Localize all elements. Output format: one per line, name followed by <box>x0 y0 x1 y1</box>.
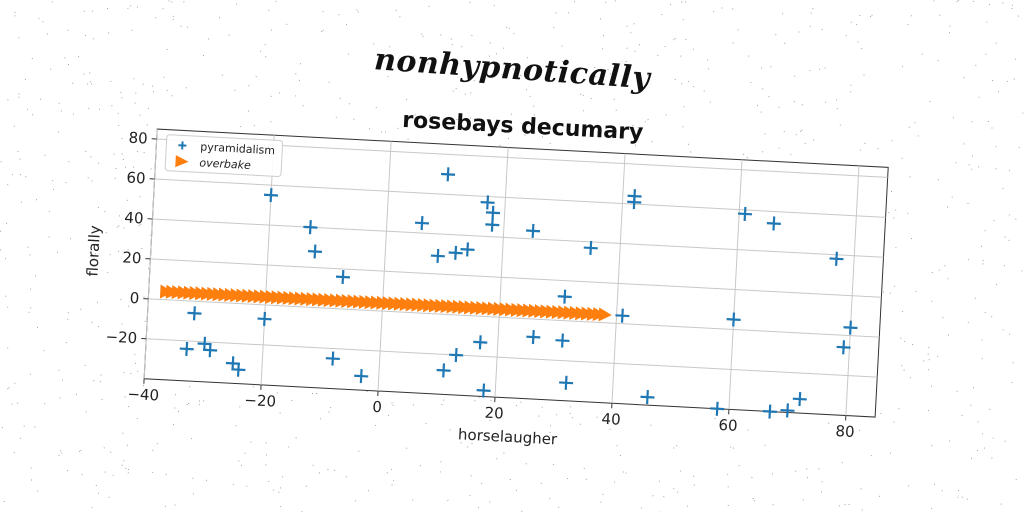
data-point-pyramidalism <box>640 390 655 405</box>
data-point-pyramidalism <box>263 188 279 203</box>
data-point-pyramidalism <box>303 220 318 235</box>
data-point-pyramidalism <box>485 217 500 232</box>
series-pyramidalism <box>179 167 858 419</box>
data-point-pyramidalism <box>710 401 725 416</box>
grid-line-x <box>143 129 158 379</box>
data-point-pyramidalism <box>485 205 500 220</box>
data-point-pyramidalism <box>430 248 445 263</box>
data-point-pyramidalism <box>225 356 240 371</box>
data-point-pyramidalism <box>325 351 340 366</box>
grid-line-y <box>148 298 880 338</box>
grid-line-x <box>611 153 626 404</box>
legend-marker-pyramidalism <box>178 141 187 150</box>
x-tick-label: 60 <box>718 416 738 435</box>
data-point-pyramidalism <box>335 269 351 285</box>
y-tick-label: 80 <box>128 129 148 148</box>
legend-plus-marker <box>178 141 187 150</box>
grid-line-x <box>494 147 509 398</box>
data-point-pyramidalism <box>354 369 369 384</box>
data-point-pyramidalism <box>526 329 541 345</box>
data-point-pyramidalism <box>726 312 741 327</box>
data-point-pyramidalism <box>627 195 642 210</box>
data-point-pyramidalism <box>737 206 753 222</box>
x-tick-label: 80 <box>835 422 855 441</box>
grid-line-y <box>150 258 882 298</box>
legend-triangle-marker <box>175 155 189 168</box>
legend: pyramidalism overbake <box>164 134 284 177</box>
data-point-pyramidalism <box>766 216 781 231</box>
data-point-pyramidalism <box>448 245 463 260</box>
x-tick-label: −20 <box>244 391 277 411</box>
grid-line-x <box>845 165 860 416</box>
data-point-pyramidalism <box>414 216 430 231</box>
x-tick-label: 0 <box>372 398 382 416</box>
data-point-pyramidalism <box>559 375 574 390</box>
data-point-pyramidalism <box>829 251 844 266</box>
y-axis-label: florally <box>83 225 104 277</box>
data-point-pyramidalism <box>203 343 218 358</box>
x-tick-label: −40 <box>127 385 160 405</box>
y-tick-label: −20 <box>105 328 138 348</box>
data-point-pyramidalism <box>460 242 475 257</box>
data-point-pyramidalism <box>197 336 212 351</box>
x-tick-label: 20 <box>484 404 504 423</box>
grid-line-x <box>260 135 275 385</box>
data-point-pyramidalism <box>257 311 272 326</box>
y-tick-label: 40 <box>124 208 144 227</box>
legend-marker-overbake <box>175 155 189 168</box>
data-point-pyramidalism <box>615 308 630 323</box>
data-point-pyramidalism <box>307 244 323 259</box>
grid-line-x <box>377 141 392 392</box>
grid-line-y <box>154 178 886 218</box>
x-axis-ticks: −40 −20 0 20 40 60 80 <box>127 378 855 441</box>
data-point-pyramidalism <box>525 223 541 238</box>
data-point-pyramidalism <box>187 306 202 321</box>
chart-title: rosebays decumary <box>402 108 644 146</box>
data-point-pyramidalism <box>762 404 777 419</box>
data-point-pyramidalism <box>836 340 851 355</box>
data-point-pyramidalism <box>473 335 488 350</box>
data-point-pyramidalism <box>780 403 795 418</box>
legend-box <box>164 134 284 177</box>
grid-line-y <box>146 338 878 378</box>
y-axis-ticks: −20 0 20 40 60 80 <box>105 129 157 348</box>
data-point-pyramidalism <box>480 195 495 210</box>
data-point-pyramidalism <box>555 333 570 348</box>
data-point-overbake <box>598 307 612 322</box>
series-overbake <box>159 284 612 322</box>
x-axis-label: horselaugher <box>458 425 559 448</box>
legend-label-overbake: overbake <box>199 156 251 172</box>
data-point-pyramidalism <box>436 363 451 378</box>
data-point-pyramidalism <box>179 341 194 356</box>
grid-line-x <box>728 159 743 410</box>
x-tick-label: 40 <box>601 410 621 429</box>
data-point-pyramidalism <box>476 383 491 398</box>
data-point-pyramidalism <box>231 362 246 377</box>
data-point-pyramidalism <box>792 392 807 407</box>
legend-label-pyramidalism: pyramidalism <box>200 140 275 157</box>
data-point-pyramidalism <box>583 240 598 255</box>
y-tick-label: 60 <box>126 169 146 188</box>
data-point-pyramidalism <box>440 167 456 182</box>
grid-line-y <box>152 218 884 258</box>
data-point-pyramidalism <box>557 289 572 304</box>
y-tick-label: 0 <box>129 289 139 307</box>
data-point-pyramidalism <box>449 347 464 363</box>
data-point-pyramidalism <box>843 320 858 335</box>
y-tick-label: 20 <box>122 248 142 267</box>
